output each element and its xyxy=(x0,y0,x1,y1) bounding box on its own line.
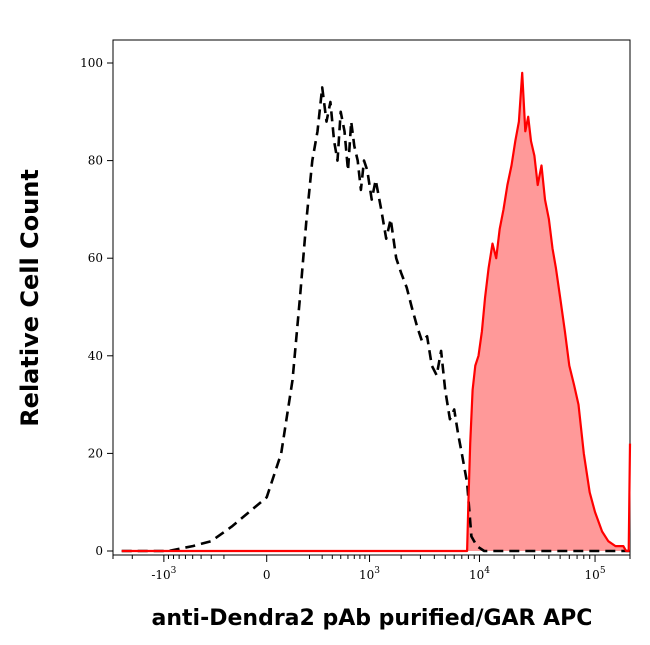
y-axis: 0 20 40 60 80 100 xyxy=(80,56,113,558)
y-tick-label: 0 xyxy=(95,544,103,558)
x-axis-title: anti-Dendra2 pAb purified/GAR APC xyxy=(152,606,593,631)
y-tick-label: 40 xyxy=(88,349,103,363)
y-axis-title: Relative Cell Count xyxy=(16,169,44,427)
x-tick-label: -103 xyxy=(151,566,176,582)
x-tick-label: 103 xyxy=(359,566,380,582)
x-tick-label: 0 xyxy=(263,568,271,582)
x-tick-label: 104 xyxy=(469,566,490,582)
y-tick-label: 60 xyxy=(88,251,103,265)
series-lines xyxy=(121,71,632,553)
series-2-line xyxy=(121,71,632,553)
y-tick-label: 100 xyxy=(80,56,103,70)
series-fills xyxy=(121,72,630,552)
y-tick-label: 20 xyxy=(88,446,103,460)
x-tick-label: 105 xyxy=(585,566,606,582)
y-tick-label: 80 xyxy=(88,154,103,168)
x-axis: -103 0 103 104 105 xyxy=(112,555,631,582)
series-2-fill xyxy=(121,72,630,552)
plot-frame xyxy=(112,39,631,556)
